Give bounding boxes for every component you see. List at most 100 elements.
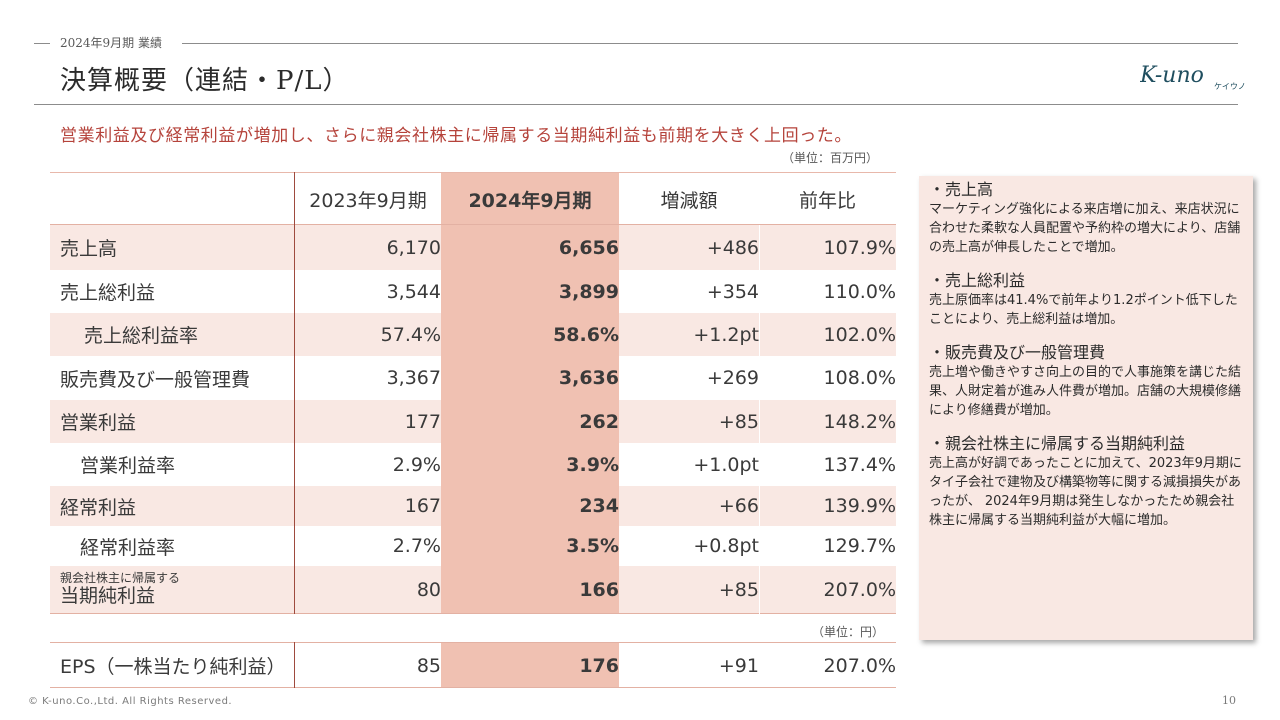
cell-diff: +85 (718, 410, 759, 433)
section-label: 2024年9月期 業績 (60, 36, 162, 50)
commentary-panel: ・売上高 マーケティング強化による来店増に加え、来店状況に合わせた柔軟な人員配置… (919, 176, 1253, 640)
cell-cur: 3.5% (441, 526, 619, 566)
row-divider (50, 224, 896, 225)
cell-cur: 166 (441, 566, 619, 614)
cell-cur: 58.6% (441, 313, 619, 356)
note-title: ・売上高 (929, 180, 994, 199)
cell-cur: 3,636 (441, 356, 619, 400)
table-row-ordinary-margin: 経常利益率 2.7% 3.5% +0.8pt 129.7% (50, 526, 896, 566)
cell-ratio: 102.0% (823, 323, 896, 346)
table-row-sales: 売上高 6,170 6,656 +486 107.9% (50, 225, 896, 270)
row-label: 販売費及び一般管理費 (60, 368, 251, 391)
row-label: 経常利益 (60, 496, 137, 519)
cell-ratio: 107.9% (823, 236, 896, 259)
table-row-ordinary-profit: 経常利益 167 234 +66 139.9% (50, 486, 896, 526)
cell-cur: 3.9% (441, 443, 619, 486)
page-number: 10 (1222, 694, 1236, 707)
col-header-cur: 2024年9月期 (441, 173, 619, 225)
header-rule-right (182, 43, 1238, 44)
cell-diff: +1.0pt (693, 453, 759, 476)
note-gross-profit: ・売上総利益 売上原価率は41.4%で前年より1.2ポイント低下したことにより、… (929, 271, 1243, 329)
row-label: 売上総利益率 (84, 325, 199, 347)
cell-diff: +91 (718, 654, 759, 677)
cell-prev: 177 (404, 410, 441, 433)
cell-ratio: 207.0% (823, 579, 896, 601)
copyright: © K-uno.Co.,Ltd. All Rights Reserved. (28, 696, 233, 707)
table-row-gross-profit: 売上総利益 3,544 3,899 +354 110.0% (50, 270, 896, 313)
row-label: 売上高 (60, 238, 118, 260)
row-label: 営業利益率 (80, 455, 176, 477)
eps-bottom-rule (50, 687, 896, 688)
row-label: 経常利益率 (80, 536, 176, 559)
table-row-operating-profit: 営業利益 177 262 +85 148.2% (50, 400, 896, 443)
cell-ratio: 139.9% (823, 495, 896, 517)
cell-cur: 176 (441, 643, 619, 688)
table-row-net-income: 親会社株主に帰属する 当期純利益 80 166 +85 207.0% (50, 566, 896, 614)
table-header-row: 2023年9月期 2024年9月期 増減額 前年比 (50, 172, 896, 225)
col-header-prev: 2023年9月期 (309, 189, 427, 212)
cell-prev: 80 (416, 579, 441, 601)
cell-cur: 234 (441, 486, 619, 526)
page-title: 決算概要（連結・P/L） (60, 66, 350, 96)
cell-cur: 6,656 (441, 225, 619, 270)
company-logo: K-uno ケイウノ (1139, 58, 1250, 92)
row-label: 売上総利益 (60, 282, 156, 304)
cell-diff: +269 (706, 367, 759, 389)
eps-label-divider (294, 642, 295, 688)
row-label: EPS（一株当たり純利益） (60, 656, 286, 678)
note-body: 売上原価率は41.4%で前年より1.2ポイント低下したことにより、売上総利益は増… (929, 293, 1238, 327)
table-row-eps: EPS（一株当たり純利益） 85 176 +91 207.0% (50, 642, 896, 688)
cell-prev: 85 (416, 654, 441, 677)
cell-cur: 3,899 (441, 270, 619, 313)
cell-diff: +354 (706, 280, 759, 303)
cell-diff: +1.2pt (693, 323, 759, 346)
logo-wordmark: K-uno (1140, 63, 1204, 88)
headline: 営業利益及び経常利益が増加し、さらに親会社株主に帰属する当期純利益も前期を大きく… (60, 126, 852, 146)
row-label: 親会社株主に帰属する 当期純利益 (50, 566, 294, 614)
cell-diff: +85 (718, 579, 759, 601)
note-title: ・売上総利益 (929, 271, 1026, 290)
note-title: ・販売費及び一般管理費 (929, 343, 1106, 362)
row-label: 営業利益 (60, 412, 137, 434)
table-bottom-rule (50, 613, 896, 614)
cell-prev: 2.9% (392, 453, 441, 476)
col-header-ratio: 前年比 (798, 189, 856, 212)
note-net-income: ・親会社株主に帰属する当期純利益 売上高が好調であったことに加えて、2023年9… (929, 434, 1243, 530)
cell-prev: 167 (404, 495, 441, 517)
note-title: ・親会社株主に帰属する当期純利益 (929, 434, 1186, 453)
cell-prev: 3,544 (386, 280, 441, 303)
table-row-operating-margin: 営業利益率 2.9% 3.9% +1.0pt 137.4% (50, 443, 896, 486)
logo-kana: ケイウノ (1214, 82, 1246, 91)
cell-diff: +66 (718, 495, 759, 517)
cell-prev: 3,367 (386, 367, 441, 389)
note-body: マーケティング強化による来店増に加え、来店状況に合わせた柔軟な人員配置や予約枠の… (929, 202, 1241, 255)
cell-diff: +0.8pt (693, 535, 759, 557)
cell-ratio: 207.0% (823, 654, 896, 677)
unit-million: （単位：百万円） (782, 151, 879, 165)
note-sales: ・売上高 マーケティング強化による来店増に加え、来店状況に合わせた柔軟な人員配置… (929, 180, 1243, 257)
label-column-divider (294, 172, 295, 614)
cell-ratio: 137.4% (823, 453, 896, 476)
header-rule-left (34, 43, 50, 44)
unit-yen: （単位：円） (812, 625, 885, 639)
cell-prev: 57.4% (380, 323, 441, 346)
pl-table: 2023年9月期 2024年9月期 増減額 前年比 売上高 6,170 6,65… (50, 172, 896, 614)
cell-ratio: 148.2% (823, 410, 896, 433)
row-label-prefix: 親会社株主に帰属する (60, 571, 181, 586)
note-body: 売上増や働きやすさ向上の目的で人事施策を講じた結果、人財定着が進み人件費が増加。… (929, 365, 1242, 418)
eps-table: EPS（一株当たり純利益） 85 176 +91 207.0% (50, 642, 896, 688)
cell-ratio: 110.0% (823, 280, 896, 303)
note-sga: ・販売費及び一般管理費 売上増や働きやすさ向上の目的で人事施策を講じた結果、人財… (929, 343, 1243, 420)
row-label-main: 当期純利益 (60, 584, 156, 607)
cell-prev: 2.7% (392, 535, 441, 557)
cell-prev: 6,170 (386, 236, 441, 259)
cell-ratio: 108.0% (823, 367, 896, 389)
cell-ratio: 129.7% (823, 535, 896, 557)
note-body: 売上高が好調であったことに加えて、2023年9月期にタイ子会社で建物及び構築物等… (929, 456, 1242, 528)
col-header-diff: 増減額 (660, 189, 718, 212)
title-underline (34, 104, 1238, 105)
table-row-sga: 販売費及び一般管理費 3,367 3,636 +269 108.0% (50, 356, 896, 400)
diff-column-divider (759, 225, 760, 614)
cell-diff: +486 (706, 236, 759, 259)
cell-cur: 262 (441, 400, 619, 443)
